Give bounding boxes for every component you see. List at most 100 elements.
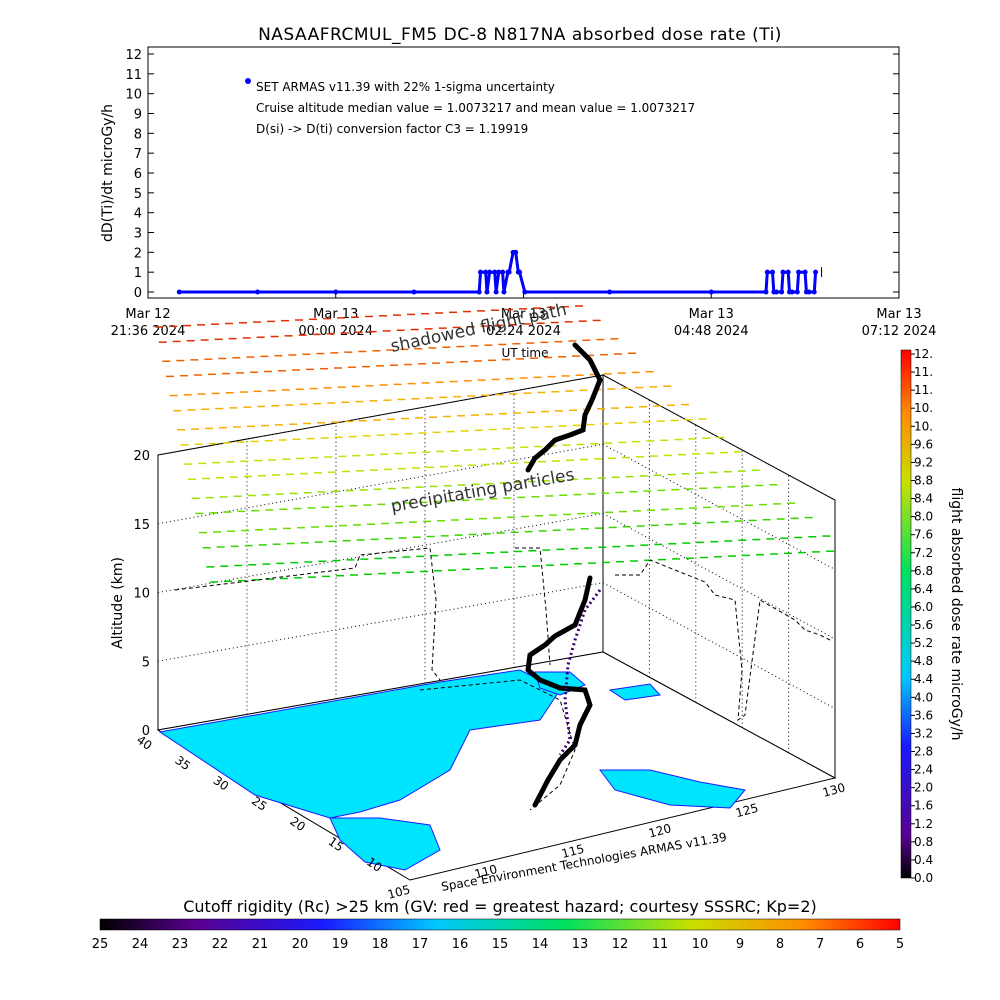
rigidity-tick-label: 8 [776,937,784,952]
dose-rate-point [764,269,770,275]
precipitating-particles-plane [155,305,834,583]
dose-rate-point [794,289,800,295]
dose-rate-point [770,269,776,275]
longitude-tick-label: 125 [734,801,760,820]
rigidity-tick-label: 22 [212,937,229,952]
top-y-tick-label: 7 [134,147,142,162]
land-south [329,817,441,871]
flight-3d-plot: shadowed flight path precipitating parti… [110,300,847,902]
dose-tick-label: 6.0 [914,600,933,614]
grid-lines [157,374,836,753]
dose-tick-label: 2.4 [914,763,933,777]
dose-tick-label: 4.4 [914,672,933,686]
dose-rate-point [708,289,714,295]
dose-rate-point [522,289,528,295]
top-y-tick-label: 9 [134,108,142,123]
dose-rate-point [483,269,489,275]
altitude-axis-label: Altitude (km) [110,557,126,649]
dose-colorbar-ticks: 0.0 0.4 0.8 1.2 1.6 2.0 2.4 2.8 3.2 3.6 4.0 4.4 4.8 5… [911,347,933,885]
rigidity-tick-label: 25 [92,937,109,952]
dose-tick-label: 3.2 [914,726,933,740]
rigidity-colorbar-bar [99,918,901,931]
rigidity-tick-label: 13 [572,937,589,952]
land-region [158,669,561,819]
rigidity-colorbar: Cutoff rigidity (Rc) >25 km (GV: red = g… [92,897,904,952]
dose-rate-point [476,289,482,295]
dose-rate-point [496,269,502,275]
grid-line-back [157,513,604,593]
flight-path-descent [525,575,593,808]
longitude-ticks: 105 110 115 120 125 130 [386,780,847,901]
longitude-tick-label: 115 [560,842,586,861]
top-y-tick-label: 3 [134,227,142,242]
dose-rate-point [806,289,812,295]
dose-rate-point [785,269,791,275]
flight-path [525,342,603,473]
grid-line-back [157,374,604,456]
dose-rate-series [176,249,823,295]
rigidity-tick-label: 15 [492,937,509,952]
dose-rate-point [796,269,802,275]
top-y-tick-label: 0 [134,286,142,301]
dose-rate-point [500,269,506,275]
dose-rate-point [487,269,493,275]
top-x-ticks: Mar 12 21:36 2024 Mar 13 00:00 2024 Mar 13 02… [111,292,936,339]
shadowed-path-back [174,547,441,681]
dose-tick-label: 11. [914,383,933,397]
altitude-ticks: 0 5 10 15 20 [133,449,150,739]
dose-tick-label: 0.4 [914,853,933,867]
dose-tick-label: 1.6 [914,799,933,813]
dose-rate-point [607,289,613,295]
altitude-tick-label: 5 [142,655,150,670]
legend-marker [245,78,251,84]
rigidity-tick-label: 18 [372,937,389,952]
dose-rate-point [813,269,819,275]
annotation-precipitating-particles: precipitating particles [389,465,576,517]
conversion-factor-note: D(si) -> D(ti) conversion factor C3 = 1.… [256,122,528,136]
rigidity-tick-label: 5 [896,937,904,952]
dose-rate-point [789,289,795,295]
rigidity-tick-label: 14 [532,937,549,952]
chart-title: NASAAFRCMUL_FM5 DC-8 N817NA absorbed dos… [258,25,782,45]
grid-line-back [157,443,604,525]
top-y-tick-label: 6 [134,167,142,182]
dose-rate-point [773,289,779,295]
dose-rate-point [811,289,817,295]
altitude-tick-label: 10 [133,587,150,602]
rigidity-tick-label: 24 [132,937,149,952]
top-x-tick-label: Mar 13 [501,307,546,322]
rigidity-tick-label: 23 [172,937,189,952]
top-x-tick-label: 02:24 2024 [486,324,561,339]
dose-rate-point [501,289,507,295]
dose-colorbar-label: flight absorbed dose rate microGy/h [948,488,964,741]
top-x-tick-label: Mar 13 [689,307,734,322]
cruise-median-note: Cruise altitude median value = 1.0073217… [256,101,695,115]
top-y-tick-label: 1 [134,266,142,281]
dose-tick-label: 8.0 [914,510,933,524]
land-east [599,769,746,809]
rigidity-tick-label: 17 [412,937,429,952]
dose-rate-point [763,289,769,295]
rigidity-tick-label: 10 [692,937,709,952]
longitude-tick-label: 105 [386,882,412,901]
dose-tick-label: 2.0 [914,781,933,795]
dose-colorbar: 0.0 0.4 0.8 1.2 1.6 2.0 2.4 2.8 3.2 3.6 4.0 4.4 4.8 5… [900,347,964,885]
dose-tick-label: 2.8 [914,745,933,759]
altitude-tick-label: 0 [142,724,150,739]
dose-tick-label: 1.2 [914,817,933,831]
dose-rate-point [477,269,483,275]
dose-tick-label: 10. [914,419,933,433]
dose-tick-label: 5.2 [914,636,933,650]
dose-tick-label: 9.2 [914,455,933,469]
rigidity-tick-label: 11 [652,937,669,952]
rigidity-tick-label: 19 [332,937,349,952]
rigidity-ticks: 25 24 23 22 21 20 19 18 17 16 15 14 13 12 11 10 9 8 7 6 5 [92,937,904,952]
rigidity-tick-label: 6 [856,937,864,952]
dose-rate-line [179,250,818,294]
top-y-tick-label: 5 [134,187,142,202]
dose-tick-label: 0.0 [914,871,933,885]
altitude-tick-label: 20 [133,449,150,464]
dose-rate-point [517,269,523,275]
